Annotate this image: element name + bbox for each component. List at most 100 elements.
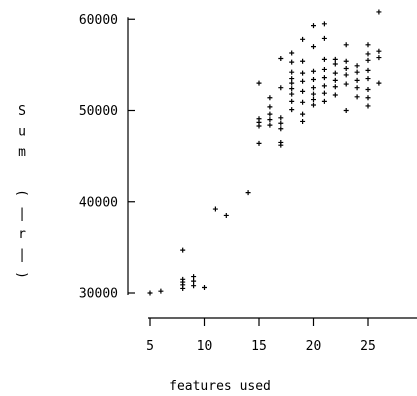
data-point <box>311 102 316 108</box>
data-point <box>365 95 371 101</box>
y-tick-label: 50000 <box>79 104 118 119</box>
x-tick-label: 20 <box>306 339 322 354</box>
data-point <box>300 78 306 84</box>
data-point <box>343 72 349 78</box>
data-point <box>365 76 371 82</box>
data-point <box>300 58 306 64</box>
data-point <box>321 66 327 72</box>
data-point <box>332 77 338 83</box>
data-point <box>300 118 306 124</box>
data-point <box>354 77 360 83</box>
y-axis-title-char: u <box>18 125 26 140</box>
data-point <box>311 76 316 82</box>
data-point <box>311 44 316 50</box>
y-axis-title-char: | <box>18 248 26 263</box>
data-point <box>365 57 371 63</box>
data-point <box>278 55 284 61</box>
data-point <box>365 67 371 73</box>
data-point <box>267 95 273 101</box>
data-point <box>354 69 360 75</box>
data-point <box>365 87 371 93</box>
data-point <box>354 94 360 100</box>
data-point <box>354 85 360 91</box>
data-point <box>332 61 338 67</box>
y-axis-title-char: ) <box>14 271 29 279</box>
data-point <box>278 85 284 91</box>
data-point <box>365 42 371 48</box>
data-point <box>289 80 295 86</box>
data-point <box>300 111 306 117</box>
data-point <box>158 288 164 294</box>
y-ticks: 30000 40000 50000 60000 <box>79 13 135 302</box>
data-points <box>147 9 382 296</box>
y-axis-title-char: S <box>18 104 26 119</box>
data-point <box>343 58 349 64</box>
data-point <box>267 111 273 117</box>
data-point <box>311 91 316 97</box>
data-point <box>311 85 316 91</box>
x-tick-label: 25 <box>360 339 376 354</box>
data-point <box>321 98 327 104</box>
data-point <box>191 283 197 289</box>
data-point <box>289 76 295 82</box>
data-point <box>300 88 306 94</box>
y-tick-label: 60000 <box>79 13 118 28</box>
data-point <box>321 83 327 89</box>
data-point <box>289 86 295 92</box>
y-tick-label: 30000 <box>79 287 118 302</box>
data-point <box>278 115 284 121</box>
y-axis-title-char: m <box>18 145 26 160</box>
data-point <box>289 69 295 75</box>
data-point <box>311 97 316 103</box>
data-point <box>300 70 306 76</box>
axes <box>127 17 417 319</box>
data-point <box>180 247 186 253</box>
data-point <box>245 190 251 196</box>
y-tick-label: 40000 <box>79 195 118 210</box>
data-point <box>191 278 197 284</box>
data-point <box>321 75 327 81</box>
data-point <box>376 48 382 54</box>
data-point <box>343 42 349 48</box>
data-point <box>321 90 327 96</box>
data-point <box>278 139 284 145</box>
data-point <box>256 116 262 122</box>
data-point <box>267 104 273 110</box>
data-point <box>278 120 284 126</box>
data-point <box>343 81 349 87</box>
y-axis-title: Sum (| r |) <box>14 104 29 279</box>
data-point <box>212 206 218 212</box>
data-point <box>365 103 371 109</box>
x-ticks: 5 10 15 20 25 <box>146 318 376 354</box>
data-point <box>202 285 207 291</box>
data-point <box>321 56 327 62</box>
x-tick-label: 5 <box>146 339 154 354</box>
data-point <box>332 56 338 62</box>
data-point <box>376 55 382 61</box>
data-point <box>147 290 153 296</box>
data-point <box>376 80 382 86</box>
data-point <box>278 126 284 132</box>
y-axis-title-char: | <box>18 207 26 222</box>
data-point <box>376 9 382 15</box>
data-point <box>180 276 186 282</box>
data-point <box>223 212 229 218</box>
data-point <box>300 36 306 42</box>
x-tick-label: 15 <box>251 339 267 354</box>
y-axis-title-char: ( <box>14 189 29 197</box>
data-point <box>343 66 349 72</box>
data-point <box>343 108 349 113</box>
data-point <box>267 117 273 123</box>
data-point <box>332 70 338 76</box>
data-point <box>300 99 306 105</box>
data-point <box>289 91 295 97</box>
data-point <box>191 274 197 280</box>
data-point <box>289 59 295 65</box>
data-point <box>311 23 316 29</box>
data-point <box>321 35 327 41</box>
data-point <box>289 107 295 113</box>
data-point <box>267 122 273 128</box>
data-point <box>311 68 316 74</box>
data-point <box>289 98 295 104</box>
